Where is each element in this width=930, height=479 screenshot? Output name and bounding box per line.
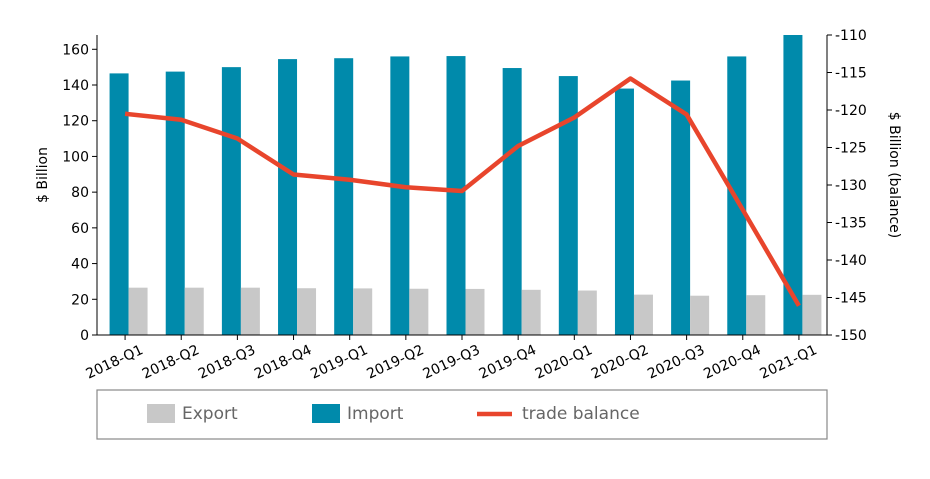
import-bar: [502, 68, 522, 336]
export-bar: [746, 295, 766, 335]
x-tick-label: 2019-Q3: [421, 342, 483, 382]
y-tick-label: 60: [71, 221, 89, 237]
export-bar: [297, 288, 317, 335]
x-tick-label: 2018-Q4: [252, 342, 314, 382]
x-tick-label: 2021-Q1: [757, 342, 819, 382]
y2-tick-label: -150: [835, 328, 867, 344]
legend: Export Import trade balance: [96, 389, 828, 440]
import-bar: [109, 73, 129, 336]
import-bar: [221, 67, 241, 336]
trade-balance-line: [124, 76, 801, 307]
import-bar: [614, 88, 634, 335]
x-tick-label: 2020-Q2: [589, 342, 651, 382]
x-tick-label: 2018-Q2: [140, 342, 202, 382]
x-tick-label: 2020-Q4: [701, 342, 763, 382]
x-tick-label: 2020-Q3: [645, 342, 707, 382]
y-tick-label: 20: [71, 292, 89, 308]
import-bar: [334, 58, 354, 335]
export-bar: [353, 288, 373, 335]
y-tick-label: 0: [80, 328, 89, 344]
x-tick-label: 2019-Q1: [308, 342, 370, 382]
y2-tick-label: -130: [835, 178, 867, 194]
export-bar: [521, 289, 541, 335]
import-bar: [783, 35, 803, 335]
import-bar: [278, 59, 298, 335]
y2-tick-label: -140: [835, 253, 867, 269]
export-bar: [802, 294, 822, 335]
y2-tick-label: -120: [835, 103, 867, 119]
x-tick-label: 2018-Q1: [84, 342, 146, 382]
legend-frame: [96, 389, 828, 440]
y-tick-label: 80: [71, 185, 89, 201]
y2-axis-title: $ Billion (balance): [886, 112, 902, 238]
bars-group: [109, 35, 822, 336]
legend-import-swatch: [312, 404, 340, 423]
y2-tick-label: -115: [835, 66, 867, 82]
x-tick-label: 2020-Q1: [533, 342, 595, 382]
import-bar: [446, 56, 466, 335]
import-bar: [390, 56, 410, 336]
x-tick-label: 2018-Q3: [196, 342, 258, 382]
legend-import-label: Import: [347, 404, 404, 424]
line-group: [124, 76, 801, 307]
legend-export-label: Export: [182, 404, 238, 424]
y2-tick-label: -125: [835, 141, 867, 157]
legend-export-swatch: [147, 404, 175, 423]
y2-tick-label: -110: [835, 28, 867, 44]
export-bar: [633, 294, 653, 335]
y-tick-label: 100: [62, 149, 89, 165]
legend-balance-label: trade balance: [522, 404, 640, 424]
y-tick-label: 160: [62, 42, 89, 58]
y-tick-label: 40: [71, 257, 89, 273]
y-tick-label: 120: [62, 114, 89, 130]
export-bar: [577, 290, 597, 335]
export-bar: [690, 295, 710, 335]
export-bar: [128, 287, 148, 335]
export-bar: [465, 288, 485, 335]
export-bar: [184, 287, 204, 335]
export-bar: [240, 287, 260, 335]
import-bar: [671, 80, 691, 336]
export-bar: [409, 288, 429, 335]
import-bar: [558, 76, 578, 336]
y2-tick-label: -135: [835, 216, 867, 232]
x-tick-label: 2019-Q4: [477, 342, 539, 382]
y-axis-title: $ Billion: [35, 147, 51, 203]
x-tick-label: 2019-Q2: [364, 342, 426, 382]
y2-tick-label: -145: [835, 291, 867, 307]
y-tick-label: 140: [62, 78, 89, 94]
import-bar: [165, 71, 185, 335]
